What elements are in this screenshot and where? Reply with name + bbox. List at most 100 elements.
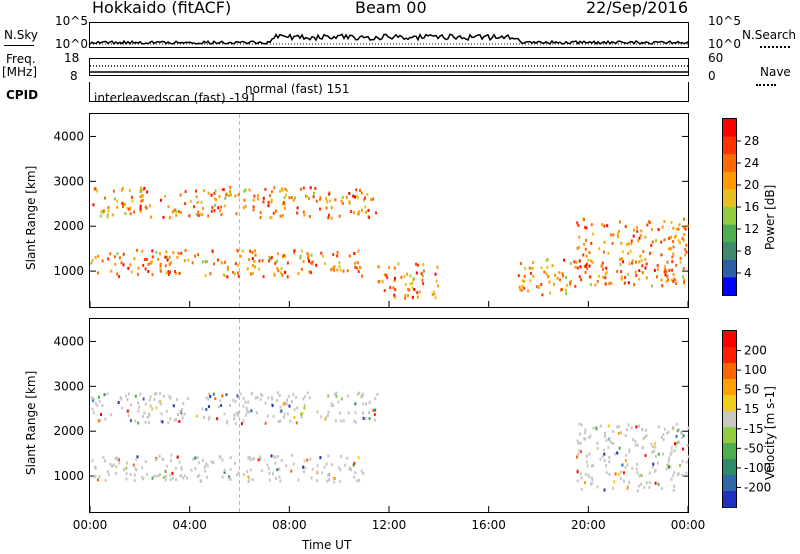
scatter-cell <box>184 202 187 206</box>
scatter-cell <box>280 409 283 413</box>
scatter-cell <box>117 401 120 404</box>
scatter-cell <box>278 467 281 471</box>
scatter-cell <box>282 254 285 257</box>
scatter-cell <box>590 241 593 245</box>
scatter-cell <box>404 283 407 287</box>
scatter-cell <box>355 188 358 192</box>
scatter-cell <box>207 405 210 409</box>
scatter-cell <box>306 252 309 256</box>
scatter-cell <box>102 209 105 213</box>
noise-sky-trace <box>89 32 689 45</box>
scatter-cell <box>679 256 682 260</box>
scatter-cell <box>671 268 674 272</box>
scatter-cell <box>104 459 107 463</box>
scatter-cell <box>194 254 197 258</box>
scatter-cell <box>612 442 615 445</box>
scatter-cell <box>592 426 595 430</box>
scatter-cell <box>234 422 237 426</box>
scatter-cell <box>576 221 579 225</box>
scatter-cell <box>242 206 245 210</box>
scatter-cell <box>204 469 207 473</box>
scatter-cell <box>362 416 365 420</box>
scatter-cell <box>261 469 264 473</box>
scatter-cell <box>183 474 186 478</box>
scatter-cell <box>353 475 356 479</box>
scatter-cell <box>291 453 294 457</box>
scatter-cell <box>128 189 131 192</box>
scatter-cell <box>353 419 356 423</box>
scatter-cell <box>547 275 550 279</box>
scatter-cell <box>517 274 520 278</box>
scatter-cell <box>130 270 133 274</box>
scatter-cell <box>199 212 202 216</box>
scatter-cell <box>218 454 221 458</box>
scatter-cell <box>374 397 377 401</box>
scatter-cell <box>226 419 229 423</box>
scatter-cell <box>125 466 128 470</box>
scatter-cell <box>583 218 585 221</box>
scatter-cell <box>225 193 228 197</box>
scatter-cell <box>259 211 262 215</box>
nsky-label: N.Sky <box>4 28 39 42</box>
scatter-cell <box>645 481 648 485</box>
y-tick-label: 4000 <box>53 129 84 143</box>
scatter-cell <box>622 479 625 483</box>
scatter-cell <box>643 486 646 489</box>
scatter-cell <box>580 423 583 427</box>
scatter-cell <box>213 262 215 266</box>
freq-unit-label: [MHz] <box>2 65 38 79</box>
scatter-cell <box>130 195 133 199</box>
scatter-cell <box>603 240 606 244</box>
scatter-cell <box>403 274 406 278</box>
scatter-cell <box>210 209 213 213</box>
scatter-cell <box>218 195 221 198</box>
scatter-cell <box>196 414 198 418</box>
scatter-cell <box>147 421 150 425</box>
scatter-cell <box>616 232 619 236</box>
scatter-cell <box>206 464 209 468</box>
scatter-cell <box>656 264 659 268</box>
scatter-cell <box>157 257 160 261</box>
scatter-cell <box>674 278 677 282</box>
scatter-cell <box>251 392 254 396</box>
scatter-cell <box>99 418 102 422</box>
scatter-cell <box>435 279 438 283</box>
scatter-cell <box>214 397 217 401</box>
scatter-cell <box>176 256 179 259</box>
velocity-colorbar-tick-label: 50 <box>744 383 759 397</box>
scatter-cell <box>357 456 360 460</box>
scatter-cell <box>285 398 288 402</box>
scatter-cell <box>610 233 613 237</box>
scatter-cell <box>153 397 156 401</box>
scatter-cell <box>303 459 306 463</box>
scatter-cell <box>635 274 638 277</box>
scatter-cell <box>247 456 250 460</box>
scatter-cell <box>181 416 184 420</box>
scatter-cell <box>584 472 587 476</box>
scatter-cell <box>133 257 136 261</box>
scatter-cell <box>256 194 259 198</box>
scatter-cell <box>223 470 226 474</box>
scatter-cell <box>554 273 557 277</box>
scatter-cell <box>354 420 357 424</box>
scatter-cell <box>675 444 677 448</box>
power-feature-patch <box>377 262 440 300</box>
scatter-cell <box>266 414 269 418</box>
scatter-cell <box>237 274 240 278</box>
scatter-cell <box>584 428 587 432</box>
scatter-cell <box>654 454 657 458</box>
scatter-cell <box>213 191 216 195</box>
scatter-cell <box>657 425 660 429</box>
scatter-cell <box>278 394 281 398</box>
scatter-cell <box>656 267 659 271</box>
scatter-cell <box>203 416 205 419</box>
scatter-cell <box>272 415 275 418</box>
scatter-cell <box>374 408 377 412</box>
scatter-cell <box>663 427 666 431</box>
scatter-cell <box>237 471 240 475</box>
scatter-cell <box>315 199 318 203</box>
scatter-cell <box>129 473 132 476</box>
scatter-cell <box>205 396 208 400</box>
scatter-cell <box>603 448 606 452</box>
scatter-cell <box>109 462 112 466</box>
